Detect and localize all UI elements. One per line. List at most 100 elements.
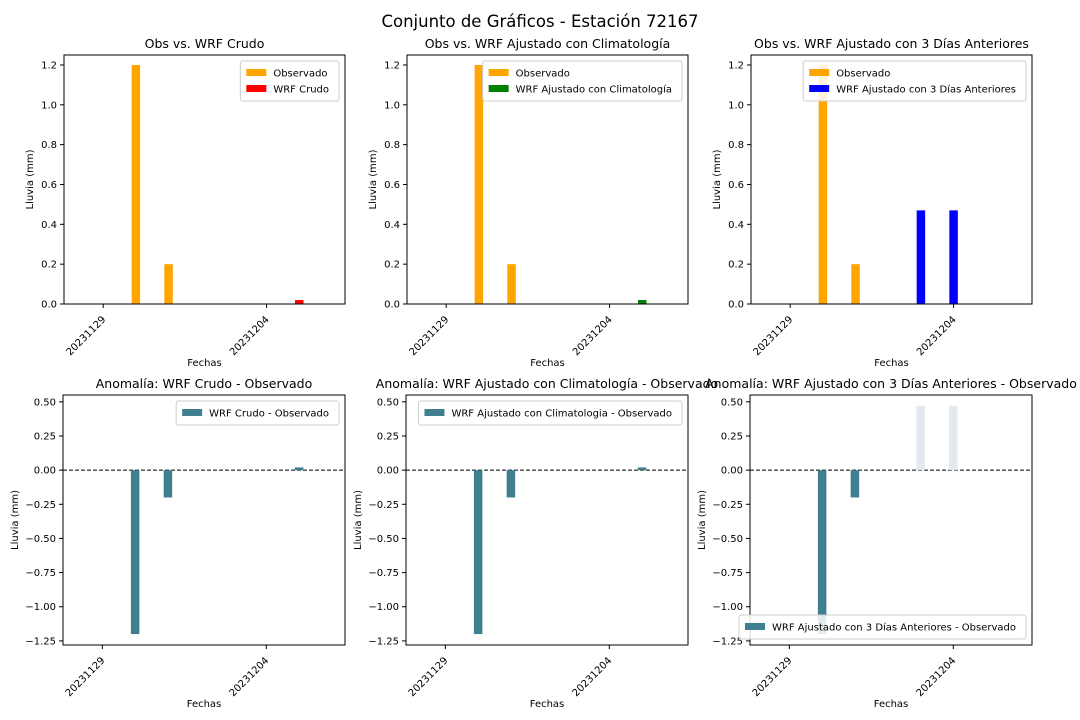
bar-1-3 (294, 467, 304, 471)
x-axis-label: Fechas (530, 699, 565, 710)
y-tick-label: 0.2 (384, 260, 400, 271)
bar-1-2 (163, 470, 173, 498)
y-tick-label: −1.00 (25, 602, 56, 613)
legend-label: WRF Crudo (273, 85, 329, 96)
y-tick-label: −1.25 (25, 636, 56, 647)
x-axis-label: Fechas (187, 358, 222, 369)
legend-swatch (745, 623, 766, 630)
y-tick-label: 1.0 (41, 100, 57, 111)
legend-box (802, 60, 1027, 102)
y-axis-label: Lluvia (mm) (697, 490, 708, 550)
x-tick-label: 20231129 (407, 655, 451, 699)
legend-swatch (488, 85, 509, 92)
y-axis-label: Lluvia (mm) (712, 149, 723, 209)
bar-1-4 (949, 405, 958, 471)
axes-frame (405, 394, 689, 646)
chart-panel-3: Obs vs. WRF Ajustado con 3 Días Anterior… (712, 36, 1033, 369)
figure-title: Conjunto de Gráficos - Estación 72167 (381, 12, 698, 31)
y-tick-label: −1.25 (368, 636, 399, 647)
y-tick-label: 0.4 (728, 220, 744, 231)
y-tick-label: 1.0 (384, 100, 400, 111)
legend: Observado WRF Ajustado con Climatología (482, 60, 683, 102)
y-tick-label: −0.75 (368, 568, 399, 579)
legend-label: WRF Ajustado con 3 Días Anteriores (836, 84, 1016, 96)
y-tick-label: 0.25 (34, 431, 56, 442)
legend: Observado WRF Crudo (239, 60, 340, 102)
bar-1-2 (164, 264, 173, 304)
y-tick-label: 0.8 (384, 140, 400, 151)
legend: WRF Ajustado con Climatologia - Observad… (417, 400, 683, 426)
legend-swatch (246, 69, 267, 76)
legend-label: Observado (273, 69, 327, 80)
legend-swatch (809, 69, 830, 76)
bar-1-1 (474, 64, 484, 305)
legend-swatch (246, 85, 267, 92)
legend-label: WRF Ajustado con 3 Días Anteriores - Obs… (772, 622, 1016, 634)
legend: WRF Crudo - Observado (175, 400, 340, 426)
x-tick-label: 20231129 (408, 314, 452, 358)
y-tick-label: −0.25 (368, 500, 399, 511)
y-tick-label: 1.0 (728, 100, 744, 111)
y-tick-label: −0.50 (25, 534, 56, 545)
axes-frame (63, 54, 346, 305)
bar-2-1 (638, 300, 647, 304)
y-tick-label: −0.25 (25, 500, 56, 511)
y-tick-label: 0.4 (41, 220, 57, 231)
bar-1-3 (916, 405, 925, 471)
bar-1-2 (850, 470, 860, 498)
legend-label: WRF Crudo - Observado (209, 409, 329, 420)
x-axis-label: Fechas (187, 699, 222, 710)
x-tick-label: 20231204 (915, 655, 959, 699)
legend: WRF Ajustado con 3 Días Anteriores - Obs… (738, 614, 1027, 640)
y-axis-label: Lluvia (mm) (25, 149, 36, 209)
panel-title: Anomalía: WRF Crudo - Observado (96, 376, 313, 391)
legend-box (175, 400, 340, 426)
x-tick-label: 20231129 (751, 655, 795, 699)
chart-panel-6: Anomalía: WRF Ajustado con 3 Días Anteri… (697, 376, 1077, 710)
x-axis-label: Fechas (874, 358, 909, 369)
x-tick-label: 20231204 (228, 314, 272, 358)
y-tick-label: 1.2 (728, 60, 744, 71)
x-tick-label: 20231204 (571, 314, 615, 358)
y-tick-label: 0.50 (721, 397, 743, 408)
axes-frame (62, 394, 346, 646)
axes-frame (749, 394, 1033, 646)
y-tick-label: 0.2 (728, 260, 744, 271)
x-tick-label: 20231129 (64, 655, 108, 699)
bar-2-1 (916, 210, 926, 304)
bar-1-2 (851, 264, 860, 304)
legend-label: WRF Ajustado con Climatologia - Observad… (451, 409, 672, 420)
legend-label: WRF Ajustado con Climatología (516, 84, 672, 96)
bar-1-1 (130, 470, 140, 635)
y-tick-label: −0.50 (368, 534, 399, 545)
bar-1-1 (131, 64, 141, 305)
bar-1-1 (818, 64, 828, 305)
x-tick-label: 20231204 (915, 314, 959, 358)
y-tick-label: −0.75 (25, 568, 56, 579)
y-tick-label: 0.00 (377, 466, 399, 477)
y-tick-label: 0.6 (41, 180, 57, 191)
legend-swatch (809, 85, 830, 92)
y-tick-label: 0.0 (384, 300, 400, 311)
legend-box (417, 400, 683, 426)
x-tick-label: 20231204 (571, 655, 615, 699)
panel-title: Anomalía: WRF Ajustado con 3 Días Anteri… (705, 376, 1077, 391)
y-tick-label: 0.00 (34, 466, 56, 477)
y-tick-label: 0.25 (721, 431, 743, 442)
y-tick-label: −1.25 (712, 636, 743, 647)
y-tick-label: 1.2 (41, 60, 57, 71)
y-tick-label: 0.4 (384, 220, 400, 231)
y-tick-label: 0.0 (41, 300, 57, 311)
panel-title: Obs vs. WRF Crudo (145, 36, 265, 51)
y-tick-label: 0.2 (41, 260, 57, 271)
y-axis-label: Lluvia (mm) (10, 490, 21, 550)
legend-swatch (182, 409, 203, 416)
chart-panel-5: Anomalía: WRF Ajustado con Climatología … (353, 376, 718, 710)
chart-panel-1: Obs vs. WRF Crudo 0.0 0.2 0.4 0.6 0.8 1.0 1.2 20… (25, 36, 346, 369)
bar-2-2 (949, 210, 958, 304)
bar-1-2 (506, 470, 516, 498)
axes-frame (406, 54, 689, 305)
y-tick-label: 0.00 (721, 466, 743, 477)
x-tick-label: 20231204 (228, 655, 272, 699)
